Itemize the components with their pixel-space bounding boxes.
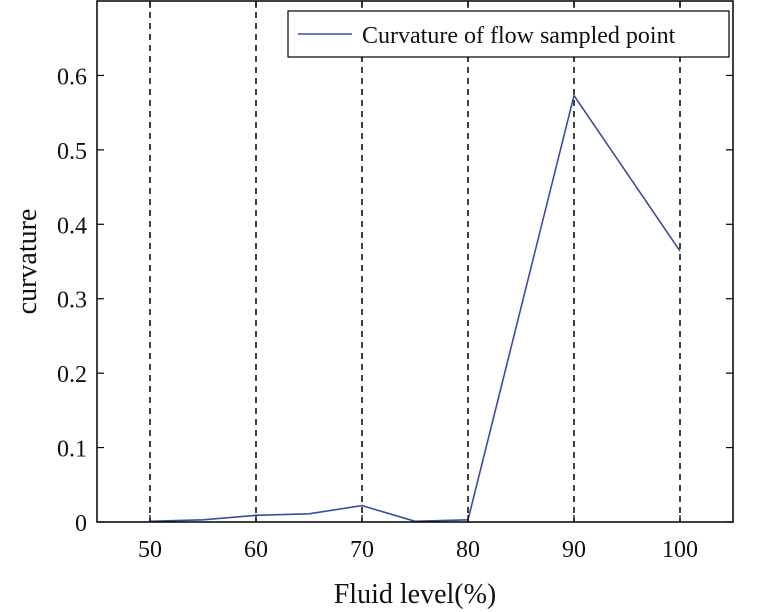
series-group [149, 93, 681, 523]
vertical-dashed-lines [149, 1, 681, 522]
legend: Curvature of flow sampled point [287, 10, 730, 58]
legend-entry: Curvature of flow sampled point [362, 23, 676, 49]
y-tick-label: 0.6 [57, 64, 87, 90]
x-tick-label: 60 [244, 537, 268, 563]
x-tick-label: 80 [456, 537, 480, 563]
x-tick-label: 70 [350, 537, 374, 563]
y-tick-label: 0.5 [57, 139, 87, 165]
y-tick-label: 0.2 [57, 362, 87, 388]
x-tick-label: 50 [138, 537, 162, 563]
y-tick-label: 0.1 [57, 437, 87, 463]
y-tick-label: 0.3 [57, 288, 87, 314]
y-tick-label: 0.4 [57, 213, 87, 239]
x-axis-label: Fluid level(%) [334, 579, 497, 610]
x-tick-label: 100 [662, 537, 698, 563]
x-tick-label: 90 [562, 537, 586, 563]
x-axis-ticks: 50 60 70 80 90 100 [138, 1, 698, 563]
series-line [149, 93, 681, 523]
plot-frame [96, 0, 734, 523]
y-axis-ticks: 0 0.1 0.2 0.3 0.4 0.5 0.6 [57, 64, 733, 537]
y-axis-label: curvature [12, 209, 43, 315]
legend-box [287, 10, 730, 58]
y-tick-label: 0 [75, 511, 87, 537]
